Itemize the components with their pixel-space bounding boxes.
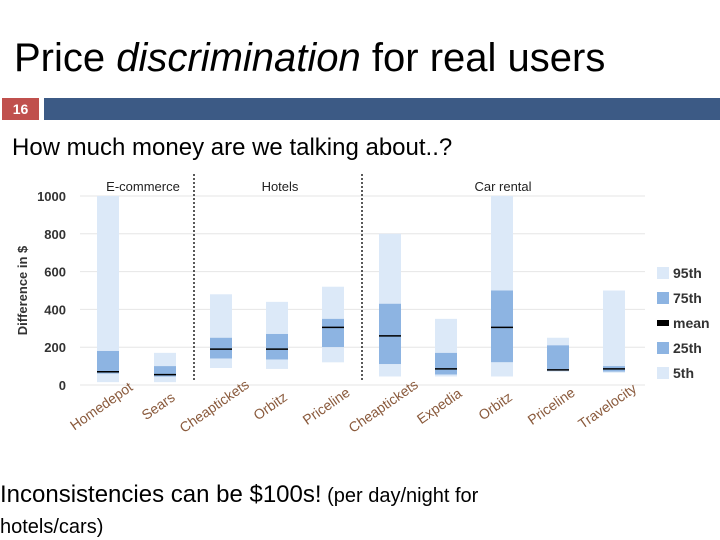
category-label: Travelocity	[575, 380, 639, 432]
legend-label: mean	[673, 315, 710, 331]
y-tick-label: 400	[44, 302, 66, 317]
range-75th-to-25th	[435, 352, 457, 375]
group-label: E-commerce	[106, 179, 180, 194]
footer-line-1: Inconsistencies can be $100s! (per day/n…	[0, 480, 478, 511]
price-difference-chart: 0 200 400 600 800 1000 Difference in $ Homedepo…	[15, 174, 710, 436]
category-label: Orbitz	[250, 389, 290, 424]
y-tick-label: 200	[44, 340, 66, 355]
slide-title: Price discrimination for real users	[14, 34, 605, 82]
legend-swatch-mean	[657, 320, 669, 326]
range-95th-to-75th	[266, 301, 288, 334]
range-25th-to-5th	[210, 358, 232, 368]
range-25th-to-5th	[379, 364, 401, 377]
range-25th-to-5th	[603, 371, 625, 373]
group-label: Hotels	[262, 179, 299, 194]
y-axis-label: Difference in $	[15, 245, 30, 335]
range-95th-to-75th	[379, 233, 401, 304]
range-95th-to-75th	[491, 196, 513, 291]
range-75th-to-25th	[266, 333, 288, 360]
legend-label: 75th	[673, 290, 702, 306]
footer-main: Inconsistencies can be $100s!	[0, 481, 322, 508]
range-75th-to-25th	[210, 337, 232, 359]
category-label: Sears	[139, 389, 178, 423]
category-label: Priceline	[525, 384, 578, 428]
y-tick-label: 1000	[37, 189, 66, 204]
category-label: Expedia	[414, 385, 465, 427]
category-label: Priceline	[300, 384, 353, 428]
range-25th-to-5th	[322, 347, 344, 363]
range-75th-to-25th	[322, 318, 344, 348]
slide-subtitle: How much money are we talking about..?	[12, 134, 453, 161]
range-25th-to-5th	[97, 373, 119, 383]
legend-swatch	[657, 342, 669, 354]
legend-label: 5th	[673, 365, 694, 381]
range-95th-to-75th	[603, 290, 625, 367]
range-95th-to-75th	[97, 196, 119, 351]
legend-swatch	[657, 367, 669, 379]
range-75th-to-25th	[154, 366, 176, 377]
range-75th-to-25th	[491, 290, 513, 363]
legend-label: 25th	[673, 340, 702, 356]
title-rest: for real users	[360, 36, 606, 80]
range-25th-to-5th	[154, 376, 176, 383]
category-label: Orbitz	[475, 389, 515, 424]
category-label: Homedepot	[67, 379, 136, 434]
legend-swatch	[657, 292, 669, 304]
range-25th-to-5th	[266, 359, 288, 369]
range-25th-to-5th	[491, 362, 513, 377]
footer-note: (per day/night for	[321, 485, 479, 507]
range-95th-to-75th	[435, 318, 457, 353]
range-75th-to-25th	[379, 303, 401, 365]
y-tick-label: 600	[44, 265, 66, 280]
range-75th-to-25th	[547, 345, 569, 371]
range-95th-to-75th	[322, 286, 344, 319]
footer-note-continued: hotels/cars)	[0, 516, 104, 538]
range-95th-to-75th	[210, 294, 232, 338]
legend-swatch	[657, 267, 669, 279]
range-95th-to-75th	[547, 337, 569, 346]
title-divider-bar	[44, 98, 720, 120]
group-label: Car rental	[474, 179, 531, 194]
title-emphasis: discrimination	[116, 36, 361, 80]
y-tick-label: 0	[59, 378, 66, 393]
range-75th-to-25th	[97, 350, 119, 374]
range-95th-to-75th	[154, 352, 176, 367]
range-25th-to-5th	[435, 374, 457, 377]
range-25th-to-5th	[547, 370, 569, 372]
y-tick-label: 800	[44, 227, 66, 242]
legend-label: 95th	[673, 265, 702, 281]
title-plain: Price	[14, 36, 117, 80]
slide-number: 16	[2, 98, 39, 120]
